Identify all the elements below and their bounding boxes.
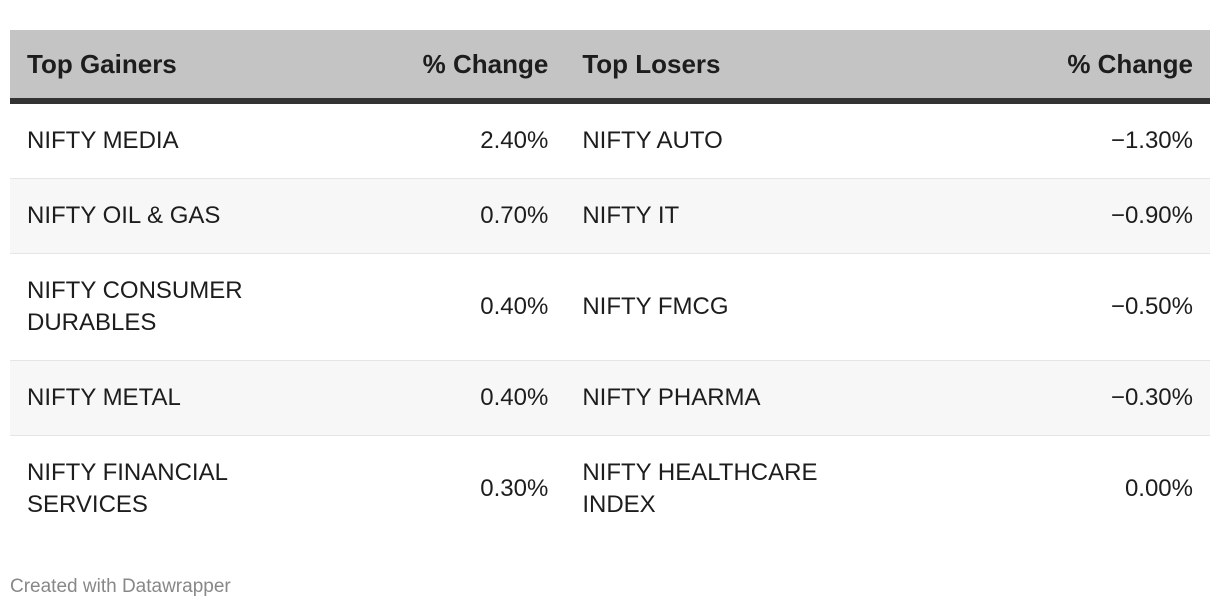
table-row: NIFTY FINANCIAL SERVICES 0.30% NIFTY HEALT… (10, 436, 1210, 543)
header-row: Top Gainers % Change Top Losers % Change (10, 30, 1210, 104)
gainer-name: NIFTY METAL (10, 360, 297, 436)
loser-name: NIFTY IT (565, 178, 878, 254)
loser-change: −0.50% (877, 253, 1210, 361)
loser-name: NIFTY HEALTHCARE INDEX (582, 459, 818, 518)
table-row: NIFTY CONSUMER DURABLES 0.40% NIFTY FMCG −0… (10, 253, 1210, 361)
gainer-name: NIFTY OIL & GAS (10, 178, 297, 254)
gainer-name: NIFTY FINANCIAL SERVICES (27, 459, 228, 518)
loser-change: −0.30% (877, 360, 1210, 436)
gainer-change: 0.30% (480, 475, 549, 502)
header-gainers-change[interactable]: % Change (296, 30, 566, 104)
table-row: NIFTY MEDIA 2.40% NIFTY AUTO −1.30% (10, 101, 1210, 179)
loser-name: NIFTY FMCG (565, 253, 878, 361)
loser-change: 0.00% (1124, 475, 1193, 502)
gainer-change: 0.70% (296, 178, 566, 254)
loser-name: NIFTY PHARMA (565, 360, 878, 436)
table-row: NIFTY METAL 0.40% NIFTY PHARMA −0.30% (10, 360, 1210, 436)
footer-credit: Created with Datawrapper (10, 576, 231, 597)
gainer-name: NIFTY CONSUMER DURABLES (10, 253, 297, 361)
loser-change: −1.30% (877, 101, 1210, 179)
loser-change: −0.90% (877, 178, 1210, 254)
gainer-change: 0.40% (296, 253, 566, 361)
loser-name: NIFTY AUTO (565, 101, 878, 179)
gainer-change: 0.40% (296, 360, 566, 436)
header-top-losers[interactable]: Top Losers (565, 30, 878, 104)
header-top-gainers[interactable]: Top Gainers (10, 30, 297, 104)
market-table: Top Gainers % Change Top Losers % Change… (10, 30, 1210, 542)
table-row: NIFTY OIL & GAS 0.70% NIFTY IT −0.90% (10, 178, 1210, 254)
header-losers-change[interactable]: % Change (877, 30, 1210, 104)
gainer-name: NIFTY MEDIA (10, 101, 297, 179)
gainer-change: 2.40% (296, 101, 566, 179)
